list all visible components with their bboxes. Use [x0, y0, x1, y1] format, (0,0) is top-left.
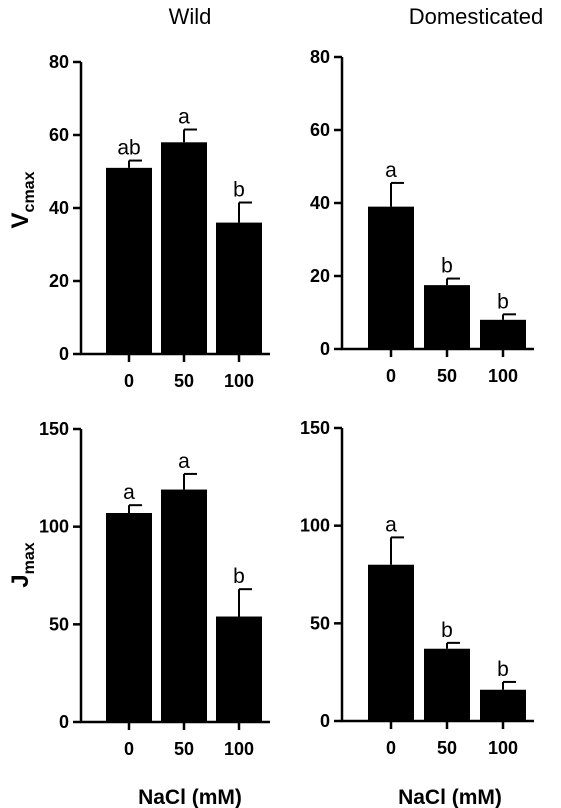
significance-letter: a: [178, 106, 190, 129]
chart-panel-wild-vcmax: 0 20 40 60 80 ab 0 a 50 b 100: [49, 52, 270, 391]
column-title-wild: Wild: [169, 4, 212, 29]
svg-text:Vcmax: Vcmax: [7, 171, 38, 228]
svg-text:Jmax: Jmax: [7, 542, 38, 587]
x-tick-label: 100: [488, 738, 518, 758]
xlabel-left: NaCl (mM): [138, 786, 242, 808]
y-tick-label: 0: [59, 712, 69, 732]
y-tick-label: 20: [310, 266, 330, 286]
ylabel-bottom-row: Jmax: [7, 542, 38, 587]
y-tick-label: 0: [320, 339, 330, 359]
xlabel-right: NaCl (mM): [398, 786, 502, 808]
bar-100: [480, 319, 526, 349]
bar-50: [424, 648, 470, 721]
bar-100: [216, 616, 262, 722]
significance-letter: a: [385, 513, 397, 536]
y-tick-label: 150: [39, 419, 69, 439]
bar-0: [368, 206, 414, 349]
ylabel-top-sub: cmax: [21, 171, 38, 212]
y-tick-label: 40: [49, 198, 69, 218]
chart-panel-domesticated-vcmax: 0 20 40 60 80 a 0 b 50 b 100: [310, 47, 534, 386]
x-tick-label: 0: [386, 366, 396, 386]
y-tick-label: 0: [59, 344, 69, 364]
significance-letter: b: [441, 255, 453, 278]
significance-letter: b: [497, 290, 509, 313]
chart-panel-domesticated-jmax: 0 50 100 150 a 0 b 50 b 100: [300, 418, 534, 758]
x-tick-label: 0: [386, 738, 396, 758]
column-title-domesticated: Domesticated: [409, 4, 544, 29]
ylabel-bottom-sub: max: [21, 542, 38, 574]
significance-letter: ab: [117, 137, 140, 160]
x-tick-label: 0: [124, 371, 134, 391]
y-tick-label: 60: [310, 120, 330, 140]
ylabel-top-row: Vcmax: [7, 171, 38, 228]
significance-letter: b: [233, 565, 245, 588]
x-tick-label: 100: [488, 366, 518, 386]
y-tick-label: 100: [300, 516, 330, 536]
bar-50: [161, 489, 207, 722]
bar-0: [106, 512, 152, 722]
x-tick-label: 50: [174, 371, 194, 391]
bar-100: [480, 689, 526, 721]
bar-0: [368, 564, 414, 721]
y-tick-label: 60: [49, 125, 69, 145]
bar-0: [106, 167, 152, 354]
y-tick-label: 150: [300, 418, 330, 438]
chart-panel-wild-jmax: 0 50 100 150 a 0 a 50 b 100: [39, 419, 270, 759]
bar-50: [161, 142, 207, 354]
y-tick-label: 100: [39, 517, 69, 537]
x-tick-label: 100: [224, 371, 254, 391]
x-tick-label: 100: [224, 739, 254, 759]
significance-letter: b: [233, 179, 245, 202]
x-tick-label: 0: [124, 739, 134, 759]
significance-letter: a: [178, 450, 190, 473]
significance-letter: b: [497, 658, 509, 681]
y-tick-label: 80: [49, 52, 69, 72]
y-tick-label: 0: [320, 711, 330, 731]
y-tick-label: 80: [310, 47, 330, 67]
x-tick-label: 50: [174, 739, 194, 759]
y-tick-label: 20: [49, 271, 69, 291]
significance-letter: a: [123, 481, 135, 504]
y-tick-label: 50: [49, 614, 69, 634]
ylabel-bottom-main: J: [7, 574, 34, 587]
significance-letter: b: [441, 619, 453, 642]
significance-letter: a: [385, 159, 397, 182]
bar-50: [424, 285, 470, 349]
y-tick-label: 40: [310, 193, 330, 213]
ylabel-top-main: V: [7, 212, 34, 228]
bar-100: [216, 222, 262, 354]
x-tick-label: 50: [437, 366, 457, 386]
y-tick-label: 50: [310, 613, 330, 633]
x-tick-label: 50: [437, 738, 457, 758]
